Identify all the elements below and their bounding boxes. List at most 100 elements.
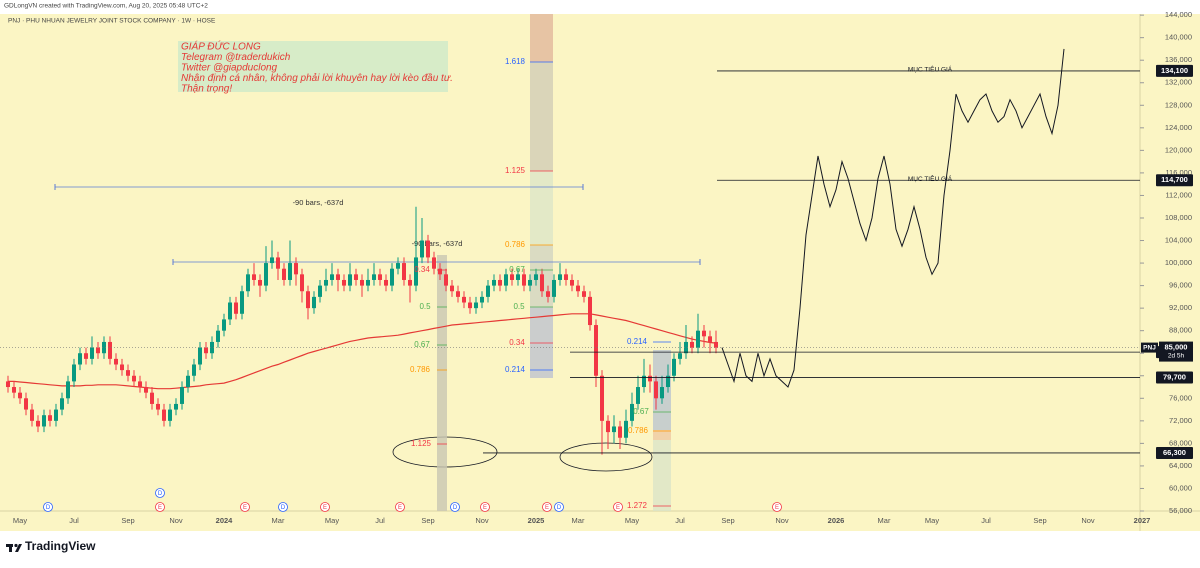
candle-body [270, 257, 274, 264]
x-tick-label: Sep [421, 516, 434, 525]
y-tick-label: 120,000 [1165, 145, 1192, 154]
candle-body [78, 353, 82, 365]
candle-body [546, 291, 550, 297]
x-tick-label: Mar [878, 516, 891, 525]
event-marker [155, 502, 165, 512]
y-tick-label: 92,000 [1169, 303, 1192, 312]
candle-body [42, 415, 46, 427]
fib-label: 0.786 [410, 365, 431, 374]
level-tag [1156, 174, 1193, 187]
fib-label: 0.786 [505, 240, 526, 249]
x-tick-label: Sep [721, 516, 734, 525]
fib-label: 0.5 [513, 302, 525, 311]
event-letter: E [483, 505, 487, 511]
measure-label: -90 bars, -637d [412, 239, 463, 248]
candle-body [432, 257, 436, 269]
candle-body [510, 274, 514, 280]
candle-body [72, 364, 76, 382]
y-tick-label: 128,000 [1165, 100, 1192, 109]
candle-body [276, 257, 280, 269]
candle-body [324, 279, 328, 286]
candle-body [84, 353, 88, 359]
candle-body [48, 415, 52, 421]
fib-band [653, 440, 671, 511]
candle-body [468, 302, 472, 309]
candle-body [102, 341, 106, 354]
level-tag [1156, 371, 1193, 384]
candle-body [456, 291, 460, 297]
event-marker [240, 502, 250, 512]
brand-logo [6, 543, 22, 552]
y-tick-label: 72,000 [1169, 416, 1192, 425]
candle-body [36, 420, 40, 427]
x-tick-label: 2026 [828, 516, 845, 525]
x-tick-label: Mar [272, 516, 285, 525]
drawn-ellipse [559, 442, 653, 472]
candle-body [654, 381, 658, 399]
x-tick-label: Jul [375, 516, 385, 525]
ma-line [8, 313, 717, 390]
candle-body [210, 341, 214, 354]
event-marker [613, 502, 623, 512]
last-price-tag [1159, 341, 1193, 362]
candle-body [414, 257, 418, 286]
candle-body [198, 347, 202, 365]
fib-label: 0.786 [628, 426, 649, 435]
x-tick-label: Nov [475, 516, 489, 525]
candle-body [528, 279, 532, 286]
candle-body [228, 302, 232, 320]
event-letter: E [545, 505, 549, 511]
fib-band [530, 307, 553, 378]
note-line: Thận trọng! [181, 84, 232, 95]
candle-body [588, 296, 592, 326]
y-tick-label: 76,000 [1169, 393, 1192, 402]
event-letter: E [243, 505, 247, 511]
y-tick-label: 136,000 [1165, 55, 1192, 64]
candle-body [402, 263, 406, 280]
candle-body [378, 274, 382, 280]
candle-body [384, 279, 388, 286]
candle-body [396, 263, 400, 269]
candle-body [162, 409, 166, 421]
candle-body [690, 341, 694, 348]
countdown: 2d 5h [1168, 352, 1185, 359]
event-marker [542, 502, 552, 512]
fib-label: 1.618 [505, 57, 526, 66]
fib-band [530, 14, 553, 62]
fib-label: 0.214 [627, 337, 648, 346]
candle-body [714, 341, 718, 348]
candle-body [450, 285, 454, 292]
candle-body [54, 409, 58, 421]
x-tick-label: Sep [1033, 516, 1046, 525]
candle-body [498, 279, 502, 286]
candle-body [6, 381, 10, 388]
candle-body [594, 325, 598, 376]
chart-title: PNJ · PHU NHUAN JEWELRY JOINT STOCK COMP… [8, 18, 216, 25]
candle-body [252, 274, 256, 280]
last-price-symbol-tag [1141, 342, 1158, 353]
fib-label: 0.67 [414, 340, 430, 349]
candle-body [282, 268, 286, 280]
candle-body [540, 274, 544, 292]
note-box [178, 41, 448, 92]
candle-body [630, 403, 634, 421]
fib-band [530, 62, 553, 171]
candle-body [306, 291, 310, 309]
candle-body [600, 375, 604, 421]
candle-body [288, 263, 292, 280]
candle-body [462, 296, 466, 303]
candle-body [480, 296, 484, 303]
candle-body [240, 291, 244, 314]
x-tick-label: 2025 [528, 516, 545, 525]
candle-body [636, 387, 640, 404]
candle-body [420, 240, 424, 258]
y-tick-label: 88,000 [1169, 326, 1192, 335]
x-tick-label: Nov [775, 516, 789, 525]
y-tick-label: 104,000 [1165, 236, 1192, 245]
event-marker [395, 502, 405, 512]
candle-body [18, 392, 22, 399]
candle-body [642, 375, 646, 388]
candle-body [504, 274, 508, 286]
note-line: Twitter @giapduclong [181, 63, 278, 74]
candle-body [684, 341, 688, 354]
